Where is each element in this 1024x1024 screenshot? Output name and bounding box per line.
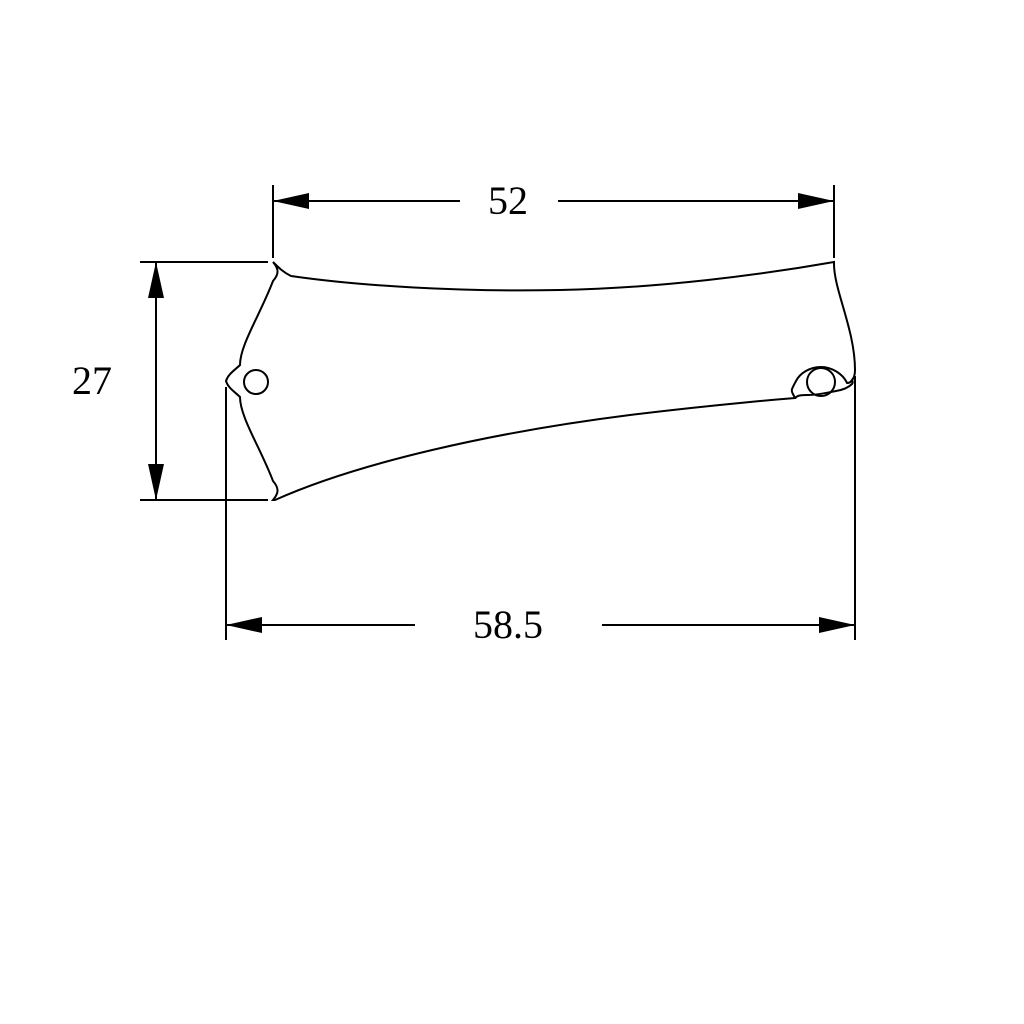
- dimension-left-label: 27: [72, 358, 112, 403]
- part-outline: [226, 262, 855, 500]
- dimension-bottom: 58.5: [226, 376, 855, 647]
- dimension-bottom-label: 58.5: [473, 602, 543, 647]
- dimension-left: 27: [72, 262, 268, 500]
- hole-right: [807, 368, 835, 396]
- hole-left: [244, 370, 268, 394]
- dimension-top: 52: [273, 178, 834, 258]
- dimension-top-label: 52: [488, 178, 528, 223]
- technical-drawing: 52 27 58.5: [0, 0, 1024, 1024]
